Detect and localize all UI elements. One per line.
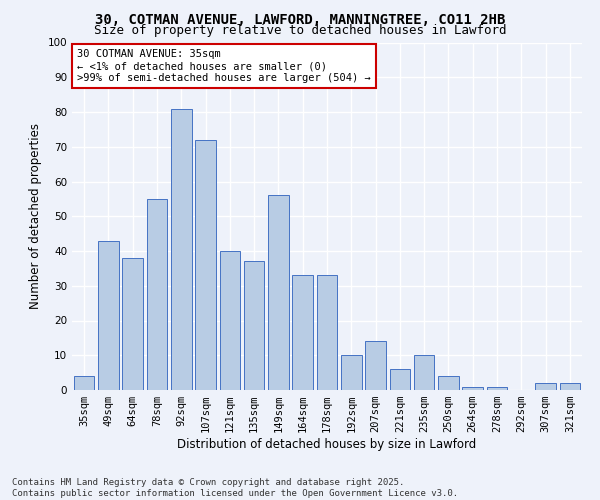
Text: Contains HM Land Registry data © Crown copyright and database right 2025.
Contai: Contains HM Land Registry data © Crown c… <box>12 478 458 498</box>
Bar <box>195 140 216 390</box>
Bar <box>438 376 459 390</box>
Bar <box>244 262 265 390</box>
Bar <box>463 386 483 390</box>
Bar <box>98 240 119 390</box>
Bar <box>122 258 143 390</box>
Bar <box>146 199 167 390</box>
Bar <box>220 251 240 390</box>
Text: Size of property relative to detached houses in Lawford: Size of property relative to detached ho… <box>94 24 506 37</box>
Bar <box>317 276 337 390</box>
Bar <box>292 276 313 390</box>
Bar <box>535 383 556 390</box>
Text: 30 COTMAN AVENUE: 35sqm
← <1% of detached houses are smaller (0)
>99% of semi-de: 30 COTMAN AVENUE: 35sqm ← <1% of detache… <box>77 50 371 82</box>
X-axis label: Distribution of detached houses by size in Lawford: Distribution of detached houses by size … <box>178 438 476 451</box>
Text: 30, COTMAN AVENUE, LAWFORD, MANNINGTREE, CO11 2HB: 30, COTMAN AVENUE, LAWFORD, MANNINGTREE,… <box>95 12 505 26</box>
Bar <box>389 369 410 390</box>
Bar <box>365 342 386 390</box>
Bar <box>171 108 191 390</box>
Y-axis label: Number of detached properties: Number of detached properties <box>29 123 42 309</box>
Bar <box>74 376 94 390</box>
Bar <box>487 386 508 390</box>
Bar <box>341 355 362 390</box>
Bar <box>268 196 289 390</box>
Bar <box>414 355 434 390</box>
Bar <box>560 383 580 390</box>
